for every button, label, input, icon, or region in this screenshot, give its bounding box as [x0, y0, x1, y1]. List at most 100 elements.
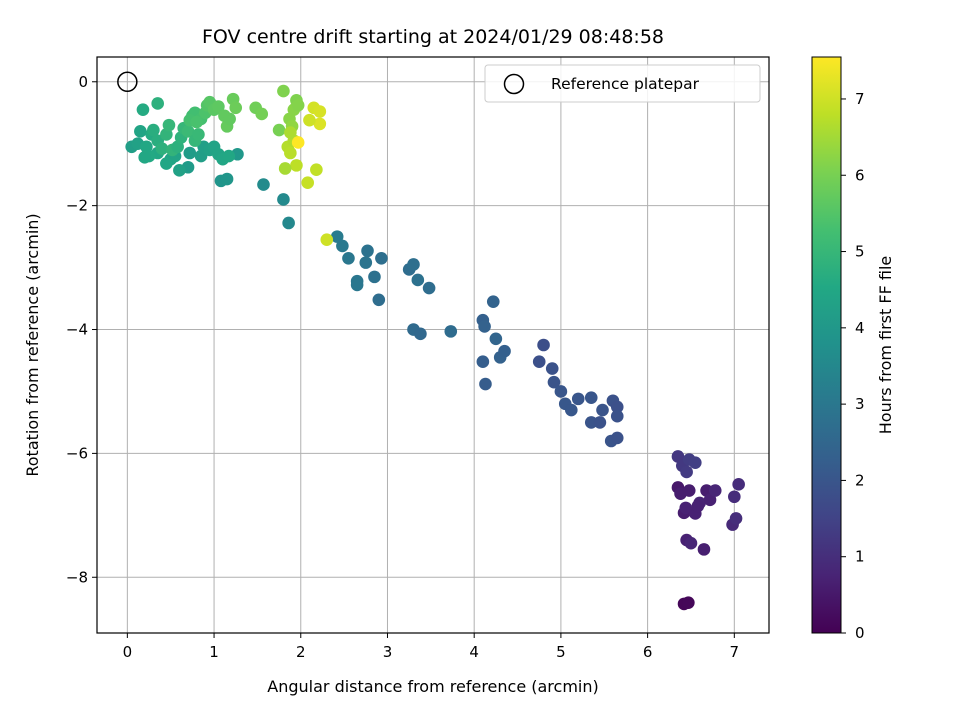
- data-point: [593, 416, 607, 429]
- colorbar-tick-label: 6: [855, 166, 865, 184]
- data-point: [181, 125, 195, 138]
- data-point: [728, 490, 741, 504]
- data-point: [212, 100, 225, 113]
- data-point: [732, 478, 745, 491]
- data-point: [372, 293, 386, 307]
- data-point: [284, 126, 297, 139]
- colorbar-tick-label: 5: [855, 243, 865, 261]
- data-point: [301, 176, 315, 190]
- data-point: [498, 344, 511, 358]
- data-point: [291, 99, 305, 112]
- grid-lines: [97, 57, 769, 633]
- data-point: [278, 162, 292, 175]
- data-point: [359, 256, 373, 269]
- data-point: [255, 107, 269, 121]
- data-point: [703, 493, 717, 507]
- data-point: [682, 484, 696, 497]
- y-tick-label: −2: [66, 197, 88, 215]
- data-point: [220, 172, 234, 186]
- data-point: [342, 251, 355, 265]
- x-axis-label: Angular distance from reference (arcmin): [267, 677, 598, 696]
- data-point: [257, 178, 270, 191]
- data-point: [320, 233, 334, 247]
- colorbar-tick-label: 0: [855, 624, 865, 642]
- data-point: [422, 281, 436, 295]
- data-point: [284, 146, 297, 160]
- plot-frame: [96, 56, 770, 634]
- data-point: [478, 320, 491, 333]
- data-point: [147, 123, 160, 137]
- data-point: [729, 512, 743, 525]
- reference-marker-group: [117, 71, 138, 93]
- data-point: [310, 163, 323, 177]
- data-point: [223, 112, 236, 126]
- legend: Reference platepar: [484, 64, 761, 103]
- data-point: [411, 273, 425, 287]
- x-axis-ticks: 0 1 2 3 4 5 6 7: [123, 633, 740, 661]
- colorbar-gradient: [811, 56, 842, 634]
- x-tick-label: 1: [209, 643, 219, 661]
- data-point: [584, 416, 598, 429]
- data-point: [680, 465, 693, 479]
- data-point: [330, 230, 344, 243]
- data-point: [708, 484, 722, 497]
- data-point: [554, 385, 568, 398]
- colorbar-tick-label: 3: [855, 395, 865, 413]
- data-point: [229, 101, 243, 115]
- data-point: [545, 362, 559, 375]
- data-point: [610, 431, 624, 445]
- data-point: [336, 239, 349, 253]
- colorbar-tick-label: 1: [855, 548, 865, 566]
- x-tick-label: 5: [556, 643, 566, 661]
- data-point: [350, 278, 364, 292]
- colorbar-ticks: 0 1 2 3 4 5 6 7: [841, 90, 865, 642]
- data-point: [571, 392, 585, 406]
- x-tick-label: 7: [730, 643, 740, 661]
- data-point: [444, 325, 458, 338]
- data-point: [375, 251, 388, 265]
- data-point: [414, 327, 427, 341]
- data-point: [547, 375, 561, 389]
- data-point: [277, 84, 290, 98]
- data-point: [222, 149, 236, 163]
- reference-platepar-marker: [117, 71, 138, 93]
- colorbar-tick-label: 4: [855, 319, 865, 337]
- y-axis-ticks: 0 −2 −4 −6 −8: [66, 73, 97, 586]
- x-tick-label: 6: [643, 643, 653, 661]
- data-point: [610, 409, 624, 423]
- y-tick-label: 0: [78, 73, 88, 91]
- data-point: [138, 151, 151, 164]
- legend-marker-icon: [503, 73, 525, 95]
- y-tick-label: −8: [66, 568, 88, 586]
- data-point: [407, 258, 420, 271]
- data-point: [682, 596, 695, 609]
- data-point: [368, 270, 381, 284]
- colorbar-tick-label: 2: [855, 471, 865, 489]
- data-point: [134, 125, 147, 138]
- x-tick-label: 4: [469, 643, 479, 661]
- legend-box: [484, 64, 761, 103]
- data-point: [190, 115, 204, 129]
- y-tick-label: −6: [66, 444, 88, 462]
- data-point: [282, 216, 295, 230]
- data-point: [136, 103, 150, 116]
- data-point: [537, 338, 550, 352]
- data-point: [173, 164, 186, 177]
- data-point: [565, 403, 578, 417]
- x-tick-label: 3: [383, 643, 393, 661]
- x-tick-label: 2: [296, 643, 306, 661]
- data-point: [290, 159, 303, 172]
- colorbar-label: Hours from first FF file: [876, 256, 895, 435]
- data-point: [140, 140, 153, 154]
- data-point: [679, 501, 693, 515]
- data-point: [313, 117, 327, 131]
- data-point: [192, 128, 205, 141]
- x-tick-label: 0: [123, 643, 133, 661]
- data-point: [610, 400, 624, 414]
- data-point: [584, 391, 598, 404]
- data-point: [162, 118, 176, 132]
- colorbar-tick-label: 7: [855, 90, 865, 108]
- chart-title: FOV centre drift starting at 2024/01/29 …: [202, 26, 664, 48]
- data-points: [125, 84, 745, 611]
